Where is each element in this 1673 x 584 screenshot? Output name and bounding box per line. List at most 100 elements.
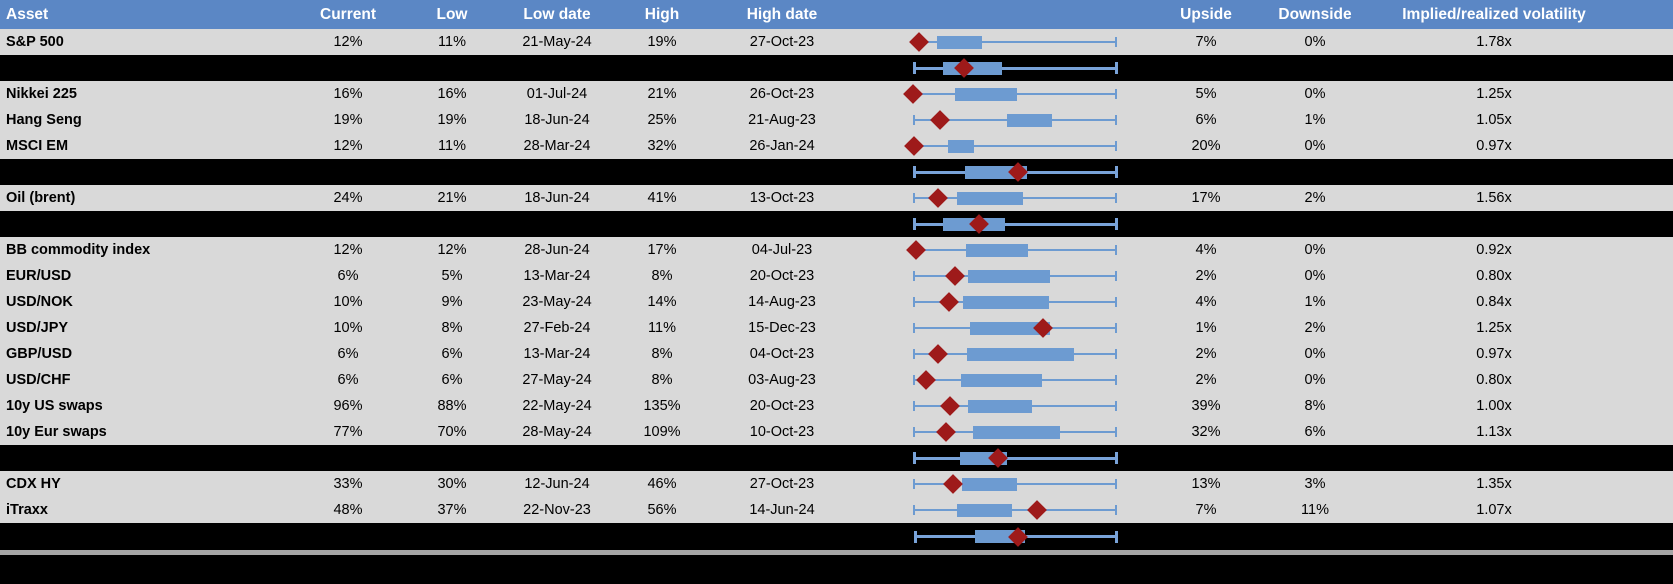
boxplot-box (947, 139, 975, 153)
boxplot (913, 159, 1118, 185)
low-date-value: 12-Jun-24 (524, 476, 590, 492)
implied-realized-value: 1.13x (1476, 424, 1512, 440)
boxplot-left-cap (913, 62, 916, 74)
high-date-value: 26-Jan-24 (749, 138, 815, 154)
high-date-value: 04-Oct-23 (749, 346, 815, 362)
current-diamond-marker (903, 84, 923, 104)
boxplot (913, 471, 1117, 497)
downside-value: 0% (1304, 372, 1326, 388)
current-diamond-marker (1027, 500, 1047, 520)
boxplot-right-cap (1115, 505, 1117, 515)
current-value: 12% (333, 242, 363, 258)
boxplot-left-cap (913, 323, 915, 333)
high-date-value: 13-Oct-23 (749, 190, 815, 206)
boxplot (913, 497, 1117, 523)
low-date-value: 13-Mar-24 (523, 268, 591, 284)
boxplot (913, 419, 1117, 445)
implied-realized-value: 0.97x (1476, 138, 1512, 154)
boxplot (913, 211, 1118, 237)
boxplot-right-cap (1115, 401, 1117, 411)
downside-value: 0% (1304, 86, 1326, 102)
boxplot-box (957, 191, 1024, 205)
boxplot-right-cap (1115, 349, 1117, 359)
asset-label: BB commodity index (6, 242, 151, 258)
table-row: 10y US swaps 96% 88% 22-May-24 135% 20-O… (0, 393, 1673, 419)
low-value: 88% (437, 398, 467, 414)
boxplot-box (957, 503, 1012, 517)
upside-value: 2% (1195, 268, 1217, 284)
low-value: 70% (437, 424, 467, 440)
high-date-value: 27-Oct-23 (749, 476, 815, 492)
boxplot-whisker (913, 66, 1117, 70)
low-value: 37% (437, 502, 467, 518)
boxplot-box (962, 295, 1049, 309)
boxplot (913, 185, 1117, 211)
boxplot (906, 237, 1117, 263)
column-header-high: High (644, 6, 680, 23)
high-date-value: 27-Oct-23 (749, 34, 815, 50)
low-value: 12% (437, 242, 467, 258)
upside-value: 32% (1191, 424, 1221, 440)
boxplot-whisker (913, 456, 1117, 460)
current-value: 48% (333, 502, 363, 518)
current-diamond-marker (916, 370, 936, 390)
implied-realized-value: 0.80x (1476, 268, 1512, 284)
boxplot (913, 445, 1118, 471)
downside-value: 0% (1304, 268, 1326, 284)
current-value: 24% (333, 190, 363, 206)
high-value: 11% (648, 320, 676, 336)
upside-value: 4% (1195, 294, 1217, 310)
asset-label: GBP/USD (6, 346, 73, 362)
asset-label: EUR/USD (6, 268, 72, 284)
boxplot (909, 29, 1117, 55)
table-row: GBP/USD 6% 6% 13-Mar-24 8% 04-Oct-23 2% … (0, 341, 1673, 367)
column-header-implied-realized-volatility: Implied/realized volatility (1402, 6, 1586, 23)
downside-value: 0% (1304, 34, 1326, 50)
boxplot-whisker (919, 41, 1117, 43)
boxplot-left-cap (913, 218, 916, 230)
column-header-downside: Downside (1278, 6, 1352, 23)
upside-value: 39% (1191, 398, 1221, 414)
implied-realized-value: 1.35x (1476, 476, 1512, 492)
upside-value: 13% (1191, 476, 1221, 492)
high-value: 19% (647, 34, 677, 50)
low-date-value: 28-May-24 (522, 424, 592, 440)
current-value: 6% (337, 268, 359, 284)
bottom-black-band (0, 555, 1673, 584)
current-diamond-marker (940, 396, 960, 416)
low-date-value: 22-May-24 (522, 398, 592, 414)
boxplot (913, 367, 1117, 393)
asset-label: CDX HY (6, 476, 61, 492)
boxplot-left-cap (913, 401, 915, 411)
asset-label: 10y US swaps (6, 398, 103, 414)
table-row: Hang Seng 19% 19% 18-Jun-24 25% 21-Aug-2… (0, 107, 1673, 133)
column-header-upside: Upside (1180, 6, 1232, 23)
table-row: BB commodity index 12% 12% 28-Jun-24 17%… (0, 237, 1673, 263)
low-date-value: 27-Feb-24 (523, 320, 591, 336)
low-date-value: 18-Jun-24 (524, 112, 590, 128)
high-value: 109% (643, 424, 681, 440)
upside-value: 5% (1195, 86, 1217, 102)
boxplot-box (968, 399, 1033, 413)
downside-value: 6% (1304, 424, 1326, 440)
boxplot-box (955, 87, 1018, 101)
low-value: 9% (441, 294, 463, 310)
table-row: iTraxx 48% 37% 22-Nov-23 56% 14-Jun-24 7… (0, 497, 1673, 523)
current-value: 6% (337, 372, 359, 388)
boxplot-right-cap (1115, 479, 1117, 489)
asset-label: Oil (brent) (6, 190, 76, 206)
low-value: 11% (438, 138, 466, 154)
boxplot-right-cap (1115, 245, 1117, 255)
downside-value: 2% (1304, 320, 1326, 336)
low-value: 6% (441, 372, 463, 388)
boxplot-left-cap (913, 297, 915, 307)
boxplot-box (937, 35, 983, 49)
current-diamond-marker (909, 32, 930, 52)
current-value: 96% (333, 398, 363, 414)
upside-value: 20% (1191, 138, 1221, 154)
low-date-value: 21-May-24 (522, 34, 592, 50)
high-date-value: 20-Oct-23 (749, 268, 815, 284)
table-row: USD/NOK 10% 9% 23-May-24 14% 14-Aug-23 4… (0, 289, 1673, 315)
low-value: 21% (437, 190, 467, 206)
